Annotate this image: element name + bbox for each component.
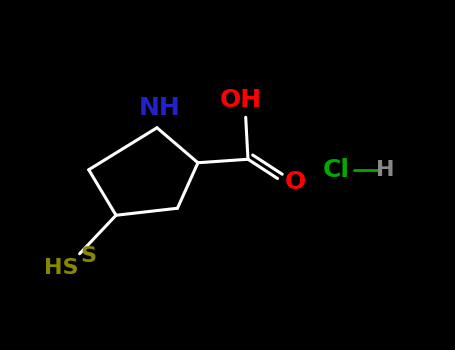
Text: HS: HS	[44, 258, 79, 278]
Text: O: O	[285, 170, 306, 194]
Text: NH: NH	[138, 97, 180, 120]
Text: OH: OH	[220, 88, 262, 112]
Text: H: H	[376, 160, 394, 180]
Text: Cl: Cl	[323, 158, 350, 182]
Text: S: S	[81, 245, 97, 266]
